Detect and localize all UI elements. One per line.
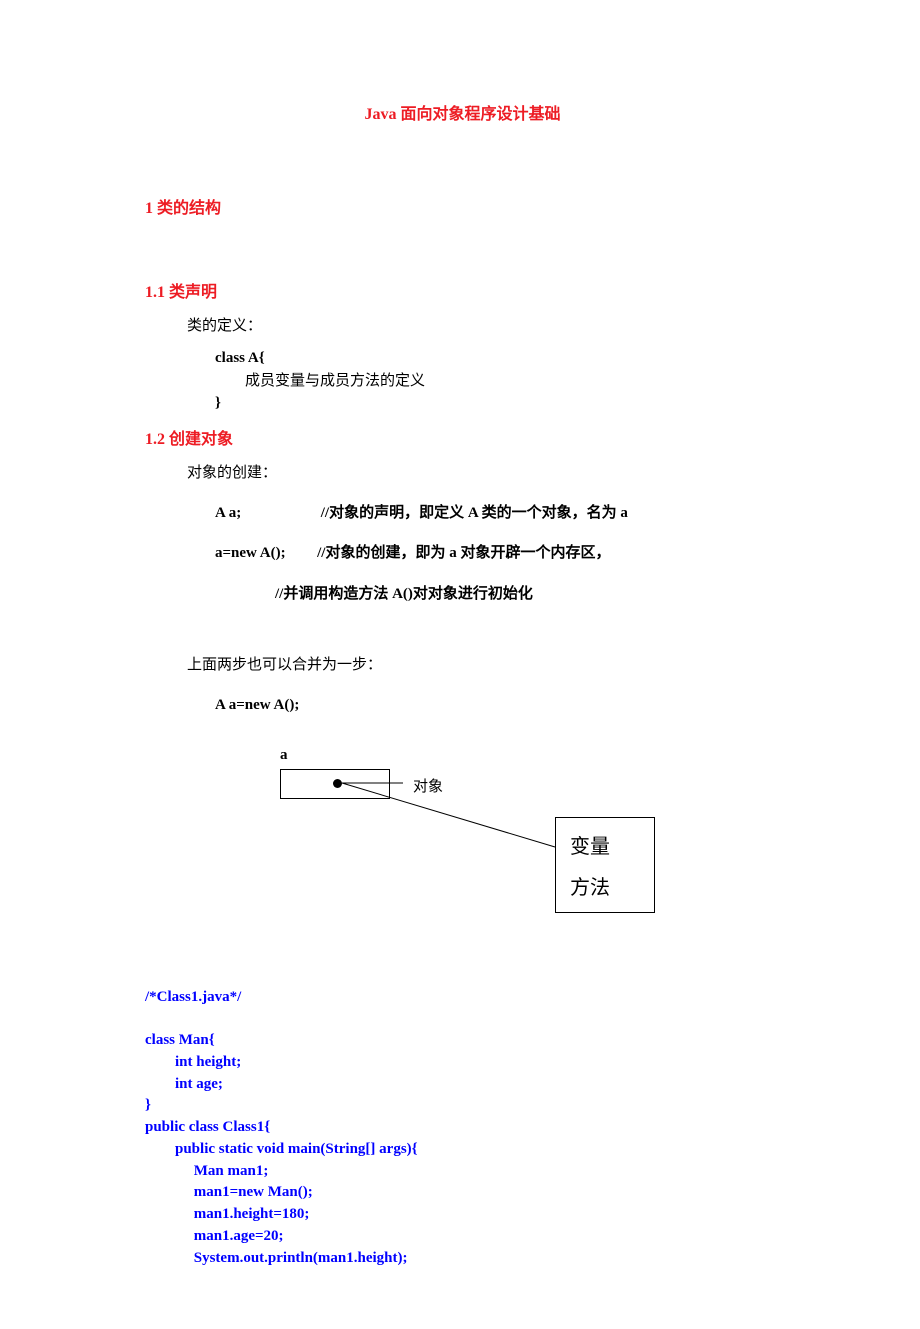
diagram-box-variable: 变量: [570, 830, 610, 859]
java-code-block: /*Class1.java*/ class Man{ int height; i…: [145, 987, 780, 1270]
merge-label: 上面两步也可以合并为一步：: [145, 655, 780, 676]
object-create-code: a=new A();: [215, 545, 286, 561]
section-1-number: 1: [145, 200, 153, 217]
section-1-2-title: 创建对象: [169, 431, 233, 448]
object-create-line: a=new A(); //对象的创建，即为 a 对象开辟一个内存区，: [145, 542, 780, 565]
class-definition-label: 类的定义：: [145, 316, 780, 337]
section-1-heading: 1 类的结构: [145, 194, 780, 218]
section-1-1-title: 类声明: [169, 284, 217, 301]
class-def-line2: 成员变量与成员方法的定义: [145, 370, 780, 393]
object-decl-line: A a; //对象的声明，即定义 A 类的一个对象，名为 a: [145, 502, 780, 525]
section-1-1-heading: 1.1 类声明: [145, 278, 780, 302]
diagram-object-box: 变量 方法: [555, 817, 655, 913]
diagram-object-label: 对象: [413, 775, 443, 796]
diagram-lines: [145, 747, 745, 947]
diagram-box-method: 方法: [570, 871, 610, 900]
diagram-a-label: a: [280, 747, 288, 764]
section-1-2-number: 1.2: [145, 431, 165, 448]
object-create-comment: //对象的创建，即为 a 对象开辟一个内存区，: [317, 545, 610, 561]
document-page: Java 面向对象程序设计基础 1 类的结构 1.1 类声明 类的定义： cla…: [0, 0, 920, 1329]
section-1-1-number: 1.1: [145, 284, 165, 301]
object-init-comment: //并调用构造方法 A()对对象进行初始化: [145, 583, 780, 606]
object-decl-comment: //对象的声明，即定义 A 类的一个对象，名为 a: [321, 505, 628, 521]
diagram-dot-icon: [333, 779, 342, 788]
class-def-line3: }: [145, 392, 780, 415]
class-def-line1: class A{: [145, 347, 780, 370]
document-title: Java 面向对象程序设计基础: [145, 100, 780, 124]
section-1-title: 类的结构: [157, 200, 221, 217]
object-creation-label: 对象的创建：: [145, 463, 780, 484]
merged-line: A a=new A();: [145, 694, 780, 717]
object-diagram: a 对象 变量 方法: [145, 747, 780, 947]
section-1-2-heading: 1.2 创建对象: [145, 425, 780, 449]
object-decl-code: A a;: [215, 505, 241, 521]
